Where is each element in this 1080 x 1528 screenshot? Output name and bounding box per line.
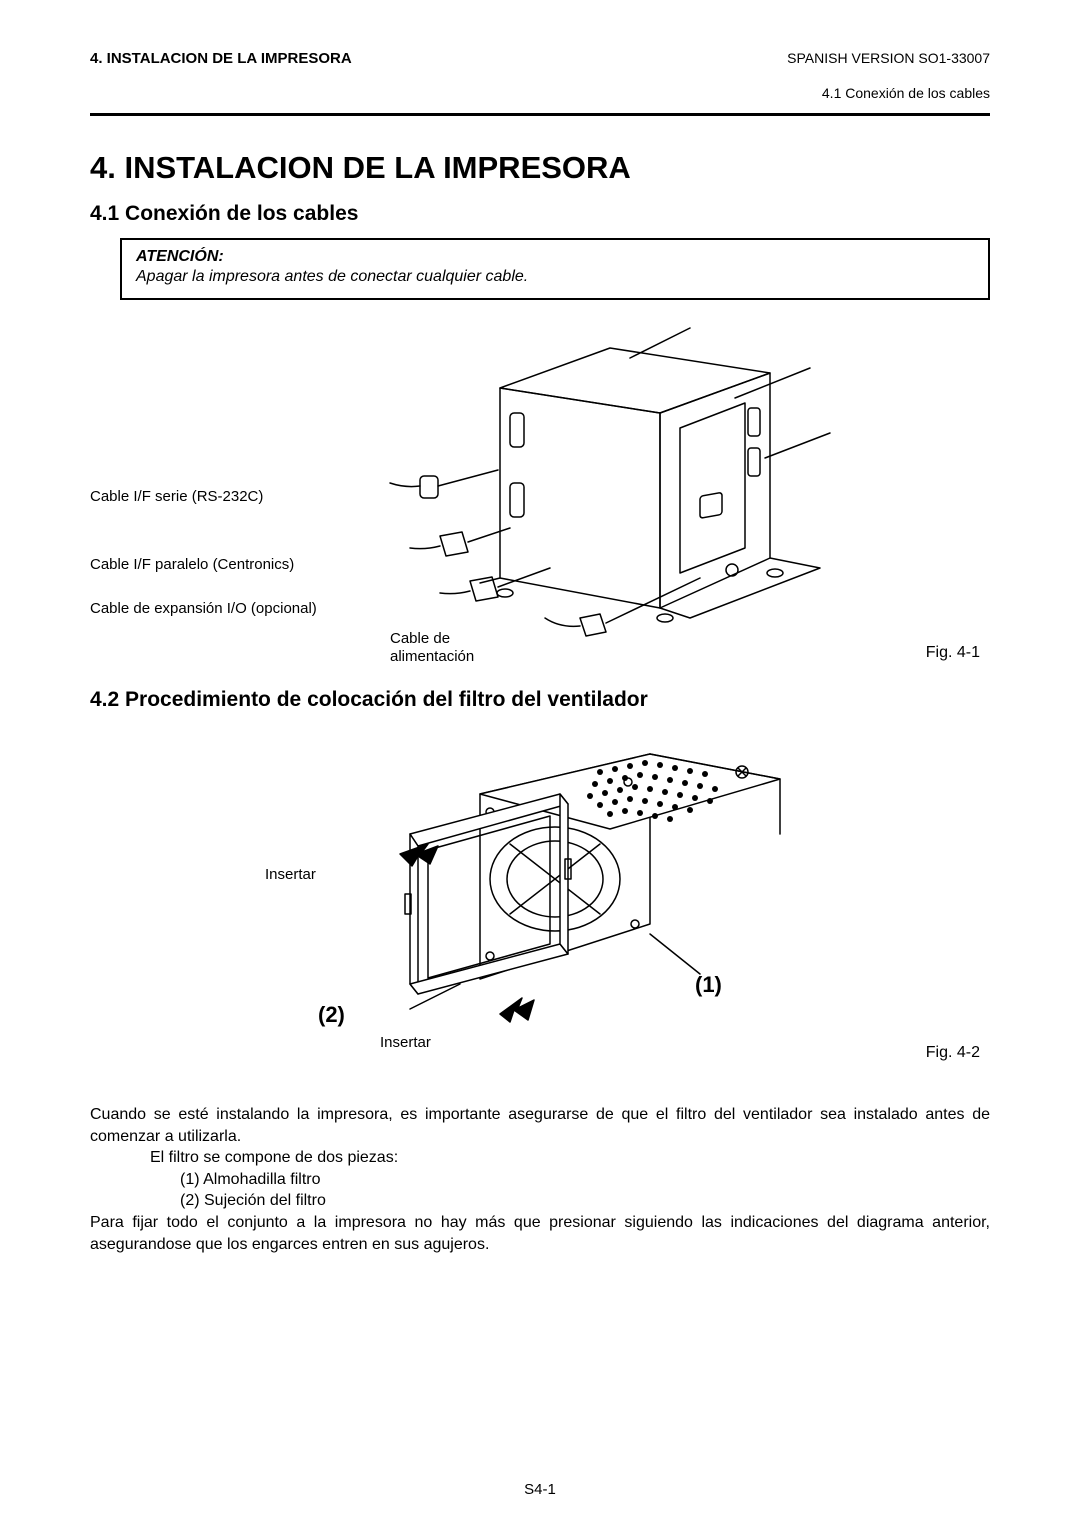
figure-4-2: Insertar Insertar (1) (2) Fig. 4-2: [90, 724, 990, 1094]
label-insert-top: Insertar: [265, 866, 316, 883]
callout-number-2: (2): [318, 1002, 345, 1028]
label-insert-bottom: Insertar: [380, 1034, 431, 1051]
list-item-1: (1) Almohadilla filtro: [180, 1169, 990, 1191]
figure-4-2-caption: Fig. 4-2: [926, 1044, 980, 1062]
page-header: 4. INSTALACION DE LA IMPRESORA SPANISH V…: [90, 50, 990, 67]
warning-text: Apagar la impresora antes de conectar cu…: [136, 268, 974, 286]
callout-number-1: (1): [695, 972, 722, 998]
label-expansion-cable: Cable de expansión I/O (opcional): [90, 600, 317, 617]
header-rule: [90, 113, 990, 116]
figure-4-1-caption: Fig. 4-1: [926, 644, 980, 662]
subsection-41-title: 4.1 Conexión de los cables: [90, 202, 990, 226]
section-title: 4. INSTALACION DE LA IMPRESORA: [90, 150, 990, 186]
label-power-cable-2: alimentación: [390, 648, 474, 665]
paragraph-1: Cuando se esté instalando la impresora, …: [90, 1104, 990, 1147]
header-right: SPANISH VERSION SO1-33007: [787, 50, 990, 66]
warning-box: ATENCIÓN: Apagar la impresora antes de c…: [120, 238, 990, 300]
label-serial-cable: Cable I/F serie (RS-232C): [90, 488, 263, 505]
warning-title: ATENCIÓN:: [136, 248, 974, 266]
paragraph-3: Para fijar todo el conjunto a la impreso…: [90, 1212, 990, 1255]
figure-4-1: Cable I/F serie (RS-232C) Cable I/F para…: [90, 318, 990, 678]
header-sub: 4.1 Conexión de los cables: [90, 85, 990, 101]
header-left: 4. INSTALACION DE LA IMPRESORA: [90, 50, 352, 67]
label-power-cable-1: Cable de: [390, 630, 450, 647]
printer-box-diagram: [350, 318, 870, 668]
label-parallel-cable: Cable I/F paralelo (Centronics): [90, 556, 294, 573]
paragraph-2: El filtro se compone de dos piezas:: [150, 1147, 990, 1169]
list-item-2: (2) Sujeción del filtro: [180, 1190, 990, 1212]
fan-filter-diagram: [350, 724, 870, 1054]
page-number: S4-1: [0, 1481, 1080, 1498]
subsection-42-title: 4.2 Procedimiento de colocación del filt…: [90, 688, 990, 712]
